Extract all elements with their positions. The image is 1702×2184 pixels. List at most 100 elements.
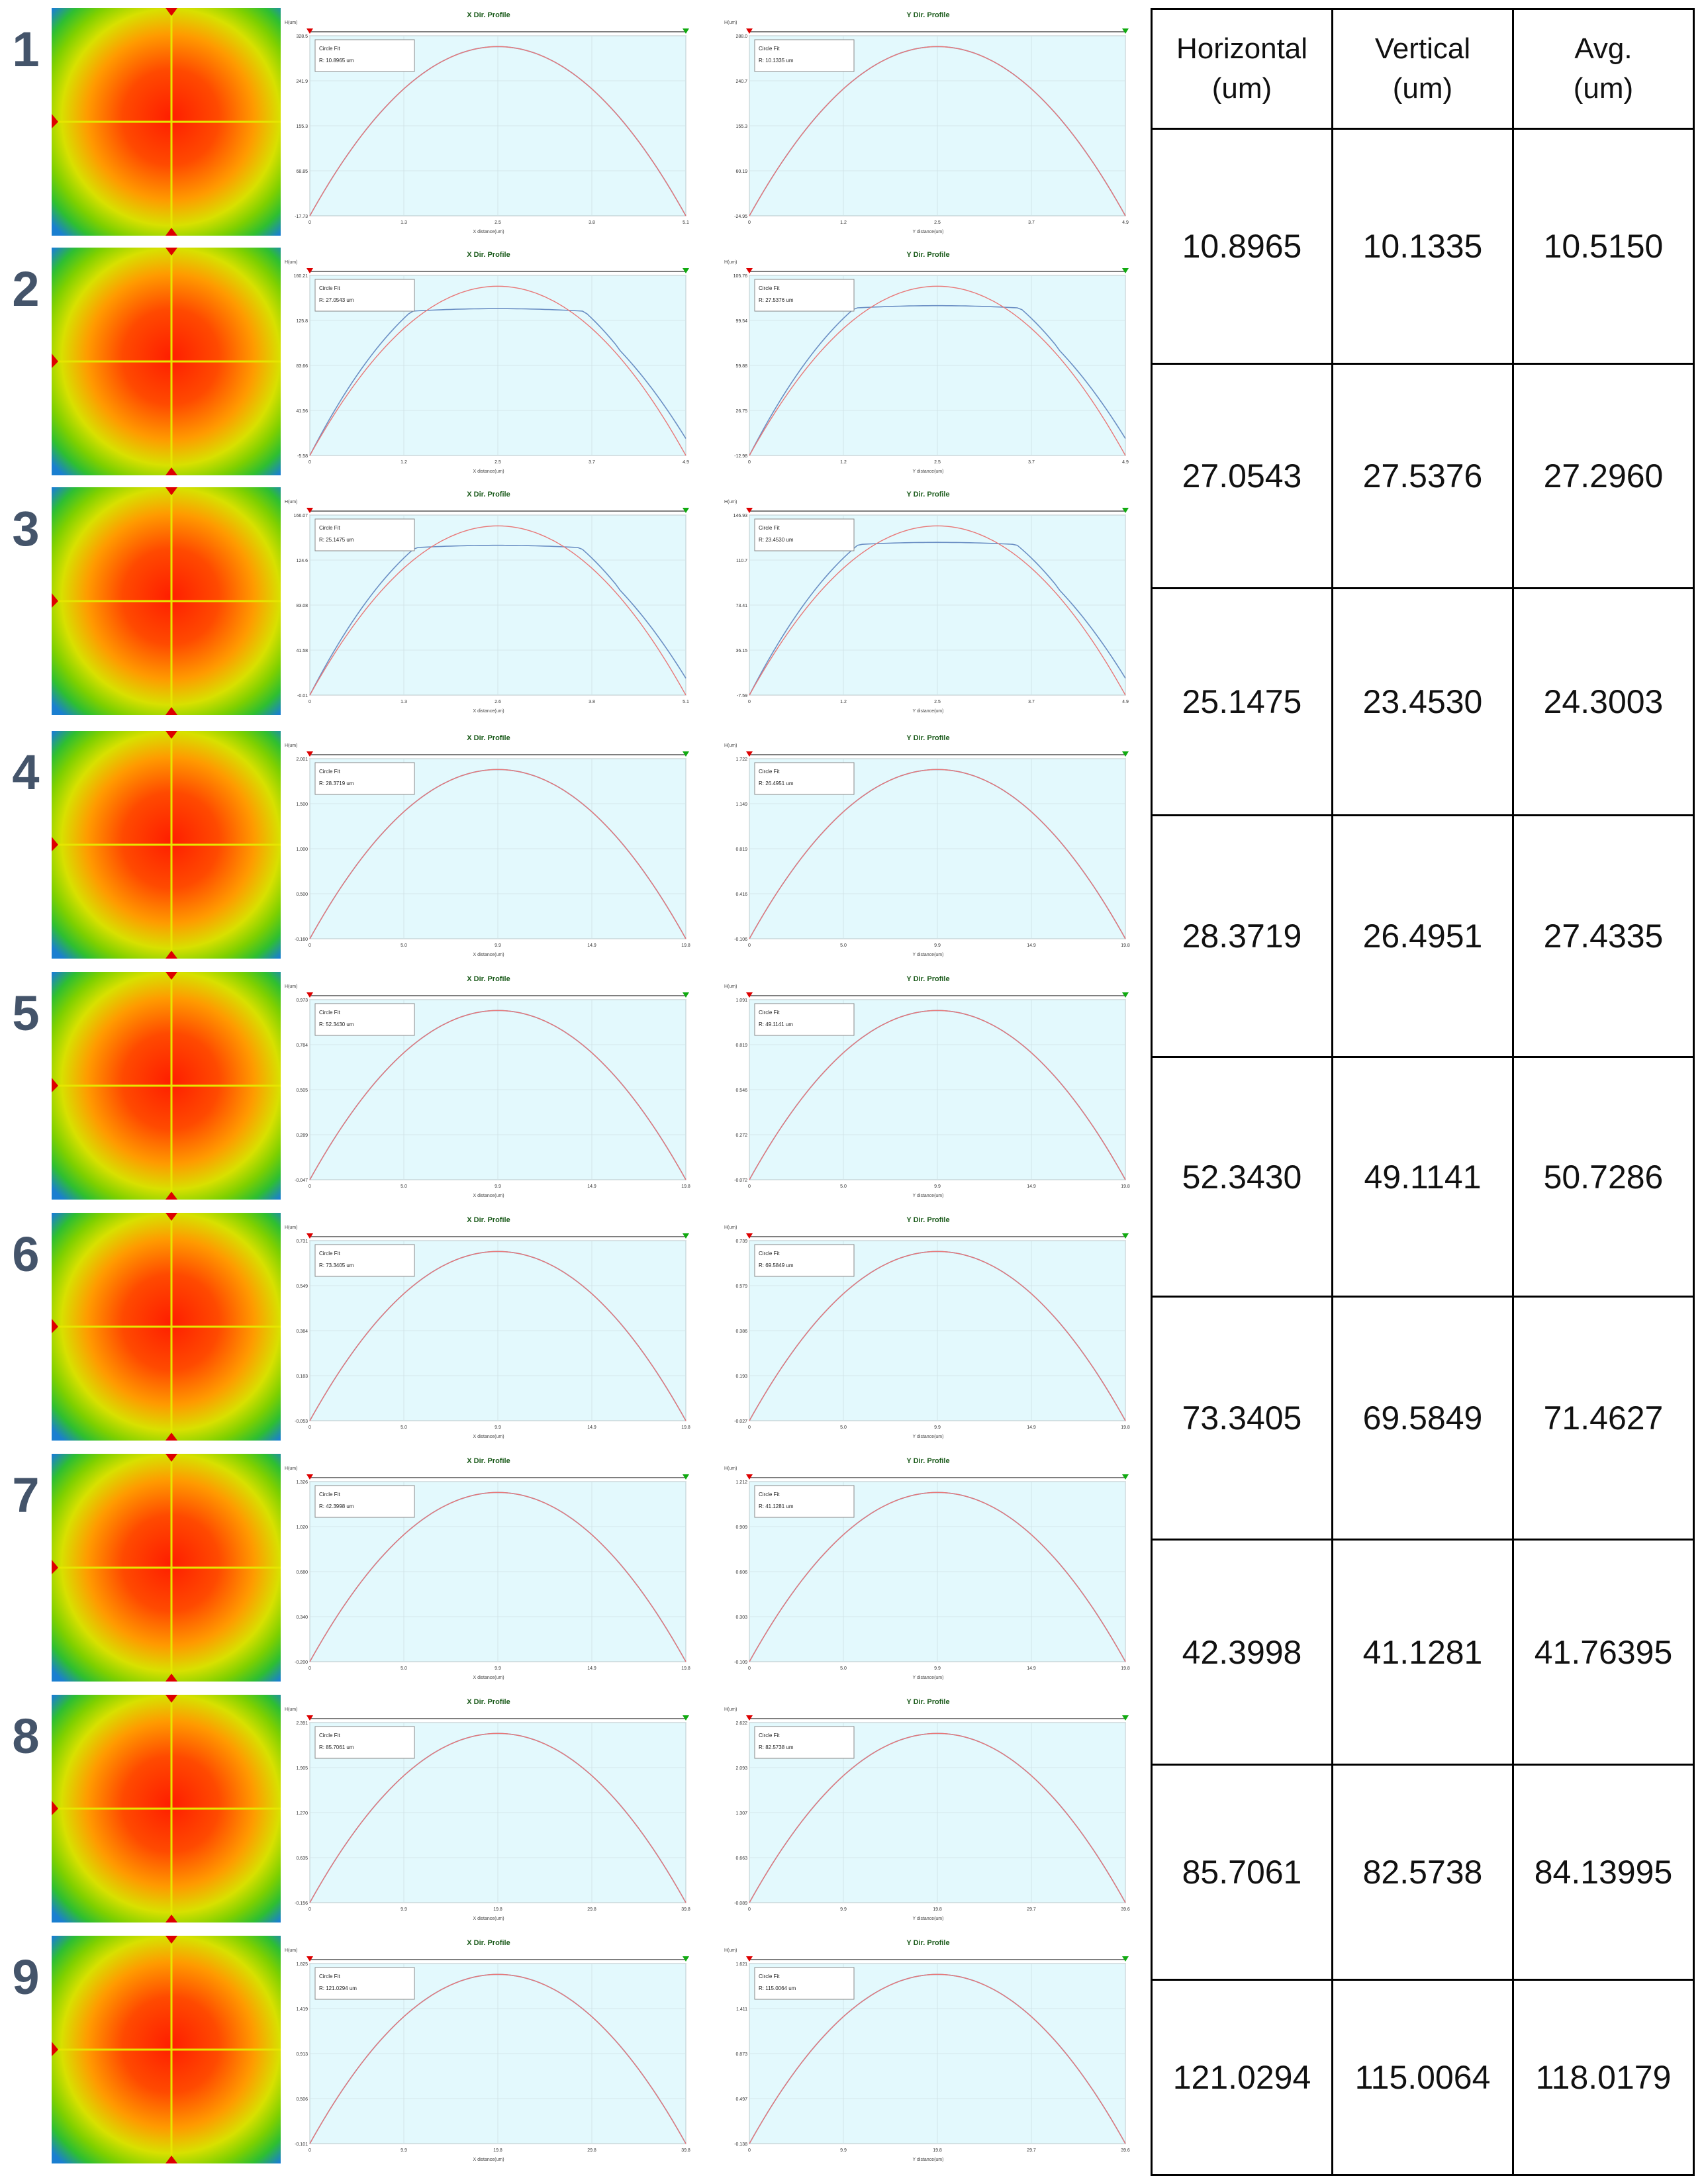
- row-number: 3: [12, 501, 40, 556]
- y-tick-label: -12.98: [734, 454, 747, 459]
- x-axis-label: X distance(um): [473, 2158, 504, 2162]
- x-tick-label: 5.1: [683, 700, 689, 704]
- y-tick-label: -5.58: [297, 454, 308, 459]
- cell-vertical: 27.5376: [1331, 363, 1514, 589]
- x-tick-label: 29.7: [1027, 1907, 1036, 1912]
- results-table: Horizontal (um) Vertical (um) Avg. (um) 10.…: [1151, 8, 1695, 2176]
- x-tick-label: 19.8: [681, 1666, 690, 1671]
- row-number: 1: [12, 22, 40, 77]
- cursor-marker-start: [307, 1956, 313, 1962]
- cell-horizontal: 73.3405: [1151, 1296, 1333, 1541]
- y-tick-label: 0.272: [735, 1133, 747, 1138]
- table-row: 27.0543 27.5376 27.2960: [1151, 363, 1695, 589]
- header-vertical-label: Vertical: [1374, 32, 1471, 65]
- cell-vertical: 41.1281: [1331, 1539, 1514, 1766]
- circle-fit-label: Circle Fit: [319, 769, 340, 775]
- circle-fit-radius: R: 85.7061 um: [319, 1744, 354, 1750]
- x-tick-label: 19.8: [1121, 943, 1130, 948]
- cursor-marker-left: [52, 1078, 58, 1092]
- y-profile-plot: Y Dir. Profile H(um) 0 1.2 2.5 3.7 4.9 -12.98 26…: [723, 248, 1133, 478]
- cursor-marker-top: [165, 731, 177, 739]
- x-tick-label: 19.8: [681, 943, 690, 948]
- table-row: 10.8965 10.1335 10.5150: [1151, 128, 1695, 365]
- y-tick-label: 1.500: [296, 802, 308, 807]
- y-tick-label: 0.663: [735, 1856, 747, 1861]
- x-profile-title: X Dir. Profile: [467, 251, 510, 259]
- y-tick-label: 0.506: [296, 2097, 308, 2102]
- cursor-marker-bottom: [165, 1915, 177, 1923]
- x-tick-label: 5.0: [840, 1184, 847, 1189]
- height-map-image: [52, 248, 281, 475]
- x-tick-label: 3.7: [1028, 460, 1035, 465]
- x-profile-title: X Dir. Profile: [467, 1457, 510, 1465]
- table-row: 52.3430 49.1141 50.7286: [1151, 1056, 1695, 1298]
- x-axis-label: X distance(um): [473, 1194, 504, 1198]
- y-tick-label: 1.722: [735, 757, 747, 762]
- x-profile-title: X Dir. Profile: [467, 1939, 510, 1947]
- y-tick-label: 1.020: [296, 1525, 308, 1530]
- y-tick-label: 36.15: [735, 649, 747, 653]
- y-unit-label: H(um): [724, 1948, 737, 1953]
- y-tick-label: 59.88: [735, 364, 747, 369]
- y-unit-label: H(um): [285, 1225, 297, 1230]
- x-tick-label: 29.8: [587, 2148, 596, 2153]
- y-tick-label: -0.138: [734, 2142, 747, 2147]
- circle-fit-radius: R: 82.5738 um: [759, 1744, 794, 1750]
- cursor-marker-bottom: [165, 2156, 177, 2163]
- y-unit-label: H(um): [724, 500, 737, 504]
- cursor-marker-top: [165, 248, 177, 256]
- circle-fit-radius: R: 23.4530 um: [759, 537, 794, 543]
- cursor-marker-end: [683, 1715, 689, 1721]
- circle-fit-line: [749, 769, 1126, 939]
- circle-fit-line: [749, 1010, 1126, 1180]
- circle-fit-line: [309, 525, 686, 696]
- cursor-marker-end: [683, 751, 689, 757]
- circle-fit-radius: R: 115.0064 um: [759, 1985, 796, 1991]
- x-axis-label: Y distance(um): [913, 469, 944, 474]
- x-profile-title: X Dir. Profile: [467, 975, 510, 983]
- circle-fit-radius: R: 42.3998 um: [319, 1503, 354, 1509]
- y-tick-label: -7.59: [737, 694, 747, 698]
- x-tick-label: 1.3: [401, 220, 407, 225]
- circle-fit-line: [309, 1010, 686, 1180]
- x-tick-label: 0: [748, 700, 751, 704]
- circle-fit-box: [314, 1244, 415, 1277]
- y-unit-label: H(um): [285, 1948, 297, 1953]
- y-tick-label: -0.089: [734, 1901, 747, 1906]
- circle-fit-line: [309, 1251, 686, 1421]
- x-tick-label: 2.5: [495, 220, 501, 225]
- cursor-marker-top: [165, 1454, 177, 1462]
- circle-fit-label: Circle Fit: [759, 1492, 780, 1497]
- x-tick-label: 5.1: [683, 220, 689, 225]
- cursor-marker-end: [683, 28, 689, 34]
- y-unit-label: H(um): [724, 1466, 737, 1471]
- measured-profile-line: [749, 305, 1126, 456]
- cursor-marker-top: [165, 1695, 177, 1703]
- x-axis-label: Y distance(um): [913, 230, 944, 234]
- y-unit-label: H(um): [724, 21, 737, 25]
- table-row: 85.7061 82.5738 84.13995: [1151, 1764, 1695, 1981]
- y-unit-label: H(um): [285, 984, 297, 989]
- cell-vertical: 69.5849: [1331, 1296, 1514, 1541]
- x-profile-title: X Dir. Profile: [467, 491, 510, 499]
- circle-fit-radius: R: 25.1475 um: [319, 537, 354, 543]
- x-tick-label: 0: [308, 1425, 311, 1430]
- table-row: 42.3998 41.1281 41.76395: [1151, 1539, 1695, 1766]
- y-tick-label: 68.85: [296, 169, 308, 174]
- cursor-marker-end: [1122, 28, 1129, 34]
- circle-fit-line: [309, 285, 686, 456]
- x-tick-label: 5.0: [840, 1666, 847, 1671]
- cursor-marker-left: [52, 593, 58, 608]
- table-row: 73.3405 69.5849 71.4627: [1151, 1296, 1695, 1541]
- circle-fit-label: Circle Fit: [759, 1733, 780, 1738]
- y-tick-label: 0.384: [296, 1329, 308, 1334]
- y-profile-title: Y Dir. Profile: [906, 975, 949, 983]
- x-tick-label: 2.5: [495, 460, 501, 465]
- circle-fit-label: Circle Fit: [759, 285, 780, 291]
- x-tick-label: 0: [748, 220, 751, 225]
- y-profile-title: Y Dir. Profile: [906, 1698, 949, 1706]
- cursor-marker-start: [746, 992, 753, 998]
- circle-fit-box: [314, 518, 415, 551]
- measured-profile-line: [749, 542, 1126, 696]
- cell-vertical: 82.5738: [1331, 1764, 1514, 1981]
